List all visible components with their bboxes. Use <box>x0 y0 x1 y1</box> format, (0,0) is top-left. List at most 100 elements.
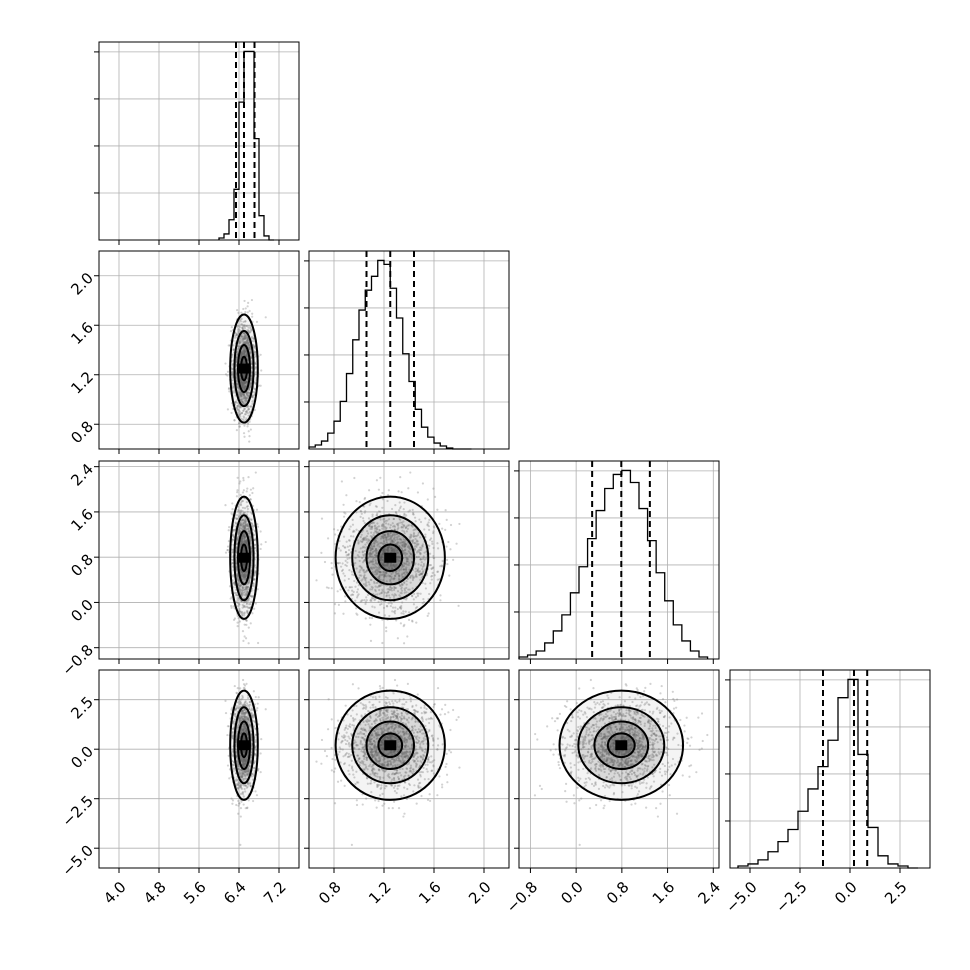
panel-1-0: 0.81.21.62.0 <box>67 250 300 454</box>
sample-point <box>244 335 248 338</box>
sample-point <box>246 523 249 526</box>
sample-point <box>250 553 253 556</box>
sample-point <box>242 432 246 435</box>
sample-point <box>376 572 379 576</box>
sample-point <box>388 614 391 618</box>
sample-point <box>244 540 247 543</box>
sample-point <box>395 523 399 526</box>
sample-point <box>405 570 408 573</box>
sample-point <box>250 554 253 557</box>
sample-point <box>247 342 250 345</box>
sample-point <box>239 730 242 734</box>
sample-point <box>363 496 367 500</box>
sample-point <box>416 550 419 553</box>
sample-point <box>379 555 382 558</box>
sample-point <box>364 536 367 539</box>
panel-frame <box>98 460 300 660</box>
sample-point <box>246 328 249 332</box>
sample-point <box>362 537 365 540</box>
sample-point <box>428 592 431 596</box>
sample-point <box>250 561 253 565</box>
sample-point <box>245 727 248 730</box>
sample-point <box>240 411 244 415</box>
sample-point <box>360 574 363 577</box>
sample-point <box>239 406 243 409</box>
grid-1-0 <box>99 251 299 449</box>
sample-point <box>381 559 385 562</box>
sample-point <box>252 578 256 581</box>
sample-point <box>240 353 243 357</box>
sample-point <box>244 395 247 398</box>
sample-point <box>237 311 240 314</box>
sample-point <box>245 587 248 590</box>
sample-point <box>230 562 234 565</box>
sample-point <box>374 556 377 559</box>
sample-point <box>243 407 246 411</box>
sample-point <box>242 393 245 396</box>
sample-point <box>347 552 350 556</box>
sample-point <box>424 582 427 585</box>
sample-point <box>242 331 246 334</box>
sample-point <box>242 419 245 422</box>
sample-point <box>402 610 405 613</box>
sample-point <box>431 571 434 575</box>
sample-point <box>238 620 241 623</box>
sample-point <box>413 528 416 531</box>
sample-point <box>422 564 426 567</box>
sample-point <box>405 598 408 601</box>
sample-point <box>369 553 372 556</box>
sample-point <box>411 594 414 597</box>
sample-point <box>382 579 385 582</box>
sample-point <box>239 716 242 720</box>
sample-point <box>244 337 247 340</box>
sample-point <box>248 531 251 535</box>
sample-point <box>241 340 245 343</box>
sample-point <box>244 381 247 384</box>
sample-point <box>386 588 389 591</box>
sample-point <box>378 584 381 587</box>
sample-point <box>374 569 378 572</box>
sample-point <box>340 569 344 573</box>
sample-point <box>232 535 235 538</box>
sample-point <box>242 388 245 391</box>
sample-point <box>372 545 376 548</box>
sample-point <box>397 572 400 575</box>
sample-point <box>248 324 251 327</box>
sample-point <box>245 340 248 343</box>
sample-point <box>245 353 248 356</box>
sample-point <box>245 619 248 622</box>
sample-point <box>245 391 249 395</box>
sample-point <box>241 400 244 403</box>
sample-point <box>242 361 245 364</box>
sample-point <box>245 777 248 781</box>
sample-point <box>411 578 415 582</box>
sample-point <box>333 603 337 606</box>
sample-point <box>243 536 246 540</box>
sample-point <box>232 582 235 585</box>
sample-point <box>236 386 240 389</box>
sample-point <box>373 531 376 534</box>
sample-point <box>403 582 406 585</box>
sample-point <box>371 567 374 571</box>
sample-point <box>245 505 249 508</box>
sample-point <box>245 716 248 719</box>
sample-point <box>382 551 385 554</box>
sample-point <box>384 548 388 551</box>
sample-point <box>373 541 376 545</box>
sample-point <box>240 538 243 541</box>
sample-point <box>244 521 247 525</box>
sample-point <box>251 708 254 711</box>
sample-point <box>408 547 411 550</box>
sample-point <box>250 711 253 714</box>
sample-point <box>245 541 249 544</box>
sample-point <box>336 562 340 565</box>
sample-point <box>235 407 238 410</box>
sample-point <box>249 622 252 625</box>
sample-point <box>242 341 246 344</box>
sample-point <box>231 502 234 505</box>
sample-point <box>432 487 435 490</box>
sample-point <box>240 523 243 526</box>
sample-point <box>236 379 239 383</box>
sample-point <box>245 594 248 597</box>
sample-point <box>242 749 246 753</box>
